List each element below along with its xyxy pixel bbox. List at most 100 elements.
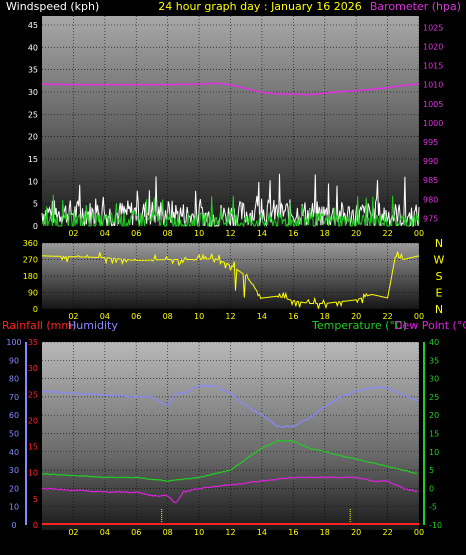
rainfall-tick-label: 10: [28, 469, 38, 478]
temperature-tick-label: -5: [429, 503, 437, 512]
x-tick-label: 10: [194, 312, 204, 321]
x-tick-label: 10: [194, 229, 204, 238]
wind-panel-grid: [42, 16, 420, 227]
x-tick-label: 18: [320, 528, 330, 537]
humidity-tick-label: 50: [9, 430, 19, 439]
humidity-tick-label: 70: [9, 393, 19, 402]
windspeed-axis-title: Windspeed (kph): [6, 0, 99, 13]
humidity-tick-label: 20: [9, 484, 19, 493]
barometer-tick-label: 1025: [423, 23, 443, 32]
windspeed-tick-label: 20: [28, 133, 38, 142]
windspeed-tick-label: 40: [28, 43, 38, 52]
temperature-line: [41, 439, 418, 483]
humidity-tick-label: 10: [9, 503, 19, 512]
x-tick-label: 02: [68, 229, 78, 238]
barometer-tick-label: 1000: [423, 119, 443, 128]
dewpoint-axis-title: Dew Point (°C): [394, 319, 466, 332]
windspeed-tick-label: 15: [28, 155, 38, 164]
x-tick-label: 00: [414, 229, 424, 238]
temperature-tick-label: 30: [429, 375, 439, 384]
temperature-tick-label: 40: [429, 338, 439, 347]
humidity-tick-label: 30: [9, 466, 19, 475]
temperature-tick-label: 10: [429, 448, 439, 457]
windspeed-tick-label: 5: [33, 200, 38, 209]
gust-line: [41, 194, 420, 228]
temperature-tick-label: 35: [429, 356, 439, 365]
x-tick-label: 00: [414, 312, 424, 321]
x-tick-label: 12: [225, 312, 235, 321]
x-tick-label: 22: [382, 528, 392, 537]
dewpoint-line: [41, 476, 418, 504]
windspeed-tick-label: 25: [28, 110, 38, 119]
x-tick-label: 12: [225, 528, 235, 537]
direction-tick-label: 0: [33, 305, 38, 314]
direction-tick-label: 90: [28, 289, 38, 298]
x-tick-label: 16: [288, 528, 298, 537]
humidity-line: [41, 384, 418, 428]
x-tick-label: 20: [351, 312, 361, 321]
x-tick-label: 14: [257, 312, 267, 321]
barometer-line: [41, 82, 420, 96]
rainfall-tick-label: 30: [28, 364, 38, 373]
x-tick-label: 06: [131, 528, 141, 537]
barometer-tick-label: 990: [423, 157, 438, 166]
x-tick-label: 08: [163, 229, 173, 238]
direction-tick-label: 180: [23, 272, 38, 281]
humidity-tick-label: 60: [9, 411, 19, 420]
x-tick-label: 10: [194, 528, 204, 537]
direction-tick-label: 360: [23, 239, 38, 248]
x-tick-label: 02: [68, 528, 78, 537]
barometer-tick-label: 980: [423, 195, 438, 204]
x-tick-label: 00: [414, 528, 424, 537]
x-tick-label: 04: [100, 229, 110, 238]
temperature-tick-label: 5: [429, 466, 434, 475]
x-tick-label: 16: [288, 312, 298, 321]
x-tick-label: 20: [351, 528, 361, 537]
compass-label: N: [435, 303, 443, 316]
humidity-tick-label: 80: [9, 375, 19, 384]
barometer-tick-label: 995: [423, 138, 438, 147]
x-tick-label: 22: [382, 229, 392, 238]
x-tick-label: 06: [131, 312, 141, 321]
barometer-axis-title: Barometer (hpa): [370, 0, 461, 13]
compass-label: W: [434, 254, 445, 267]
temp-panel-grid: [42, 341, 420, 526]
barometer-tick-label: 985: [423, 176, 438, 185]
temperature-axis-title: Temperature (°C): [311, 319, 407, 332]
windspeed-tick-label: 45: [28, 21, 38, 30]
rainfall-axis-title: Rainfall (mm): [2, 319, 76, 332]
barometer-tick-label: 1010: [423, 81, 443, 90]
humidity-tick-label: 40: [9, 448, 19, 457]
windspeed-tick-label: 30: [28, 88, 38, 97]
rainfall-tick-label: 20: [28, 416, 38, 425]
x-tick-label: 04: [100, 528, 110, 537]
windspeed-tick-label: 0: [33, 222, 38, 231]
temperature-tick-label: 15: [429, 430, 439, 439]
x-tick-label: 06: [131, 229, 141, 238]
temperature-tick-label: 25: [429, 393, 439, 402]
humidity-tick-label: 100: [6, 338, 21, 347]
windspeed-tick-label: 10: [28, 177, 38, 186]
wind-panel: 02 04 06 08 10 12 14 16 18 20 22 000510152025303540…: [28, 21, 444, 238]
x-tick-label: 18: [320, 229, 330, 238]
barometer-tick-label: 975: [423, 214, 438, 223]
humidity-tick-label: 90: [9, 356, 19, 365]
temperature-tick-label: 20: [429, 411, 439, 420]
humidity-tick-label: 0: [11, 521, 16, 530]
x-tick-label: 12: [225, 229, 235, 238]
rainfall-tick-label: 5: [33, 495, 38, 504]
compass-label: S: [436, 270, 443, 283]
x-tick-label: 16: [288, 229, 298, 238]
humidity-axis-title: Humidity: [68, 319, 118, 332]
x-tick-label: 08: [163, 312, 173, 321]
x-tick-label: 18: [320, 312, 330, 321]
x-tick-label: 08: [163, 528, 173, 537]
rainfall-tick-label: 0: [33, 521, 38, 530]
x-tick-label: 14: [257, 229, 267, 238]
temp-panel: 02 04 06 08 10 12 14 16 18 20 22 00-10-505101520253…: [6, 338, 442, 537]
x-tick-label: 14: [257, 528, 267, 537]
x-tick-label: 02: [68, 312, 78, 321]
